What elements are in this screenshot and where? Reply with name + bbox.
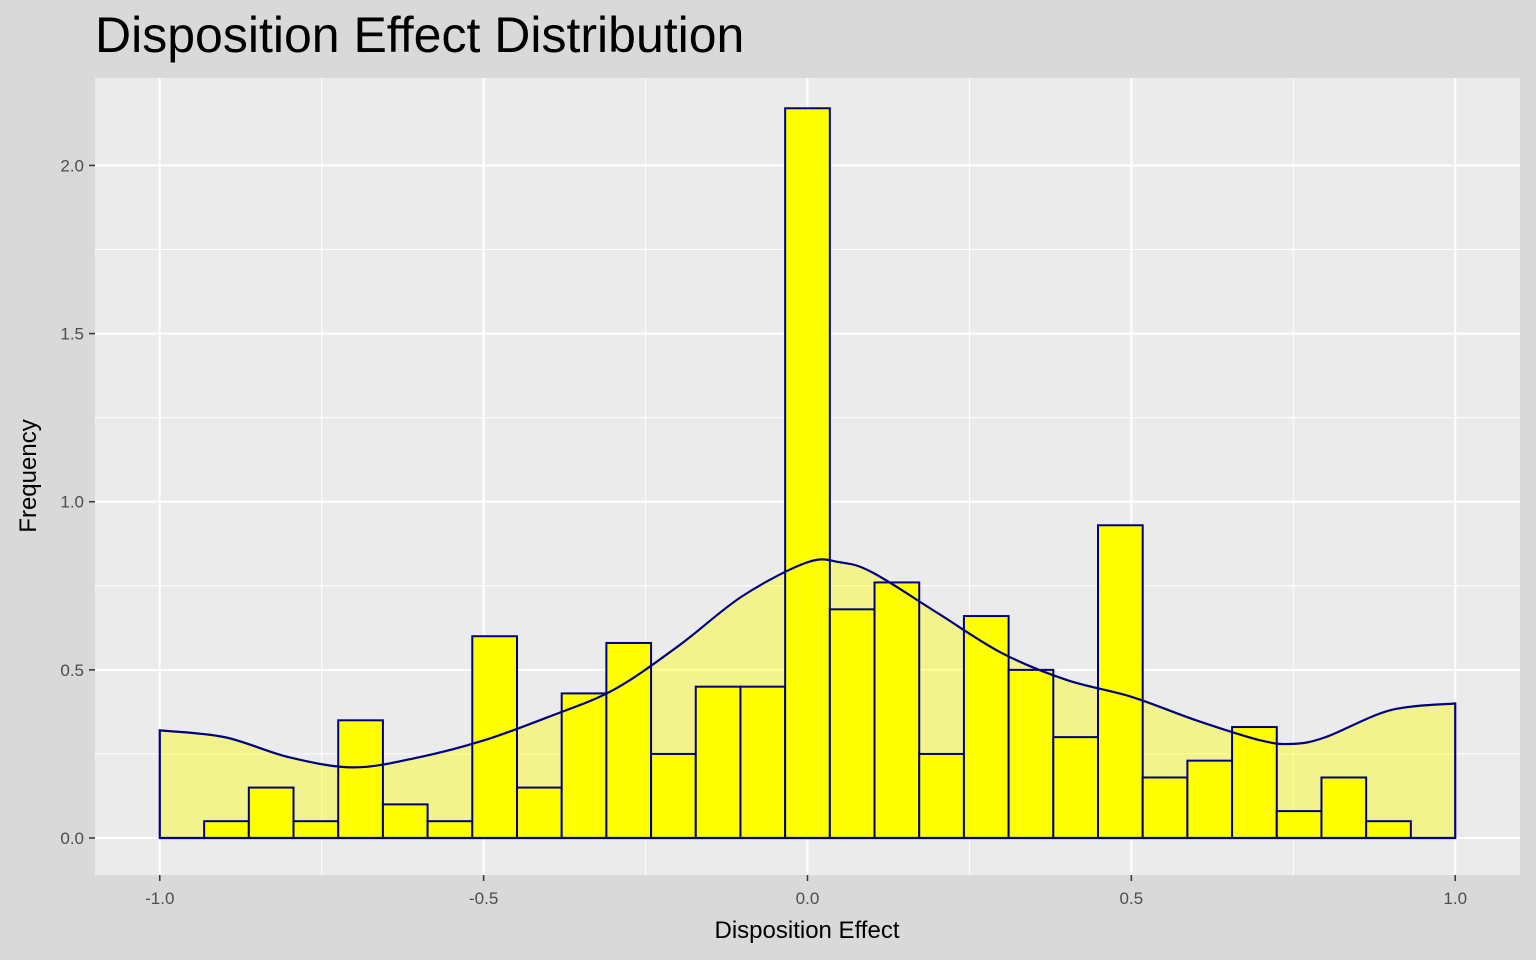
chart-title: Disposition Effect Distribution bbox=[95, 7, 745, 63]
histogram-bar bbox=[1052, 736, 1100, 840]
histogram-bar bbox=[873, 581, 921, 840]
histogram-bar bbox=[962, 615, 1010, 840]
histogram-bar bbox=[694, 685, 742, 840]
x-tick-label: 0.5 bbox=[1120, 889, 1144, 908]
y-tick-label: 1.5 bbox=[60, 325, 84, 344]
histogram-bars bbox=[203, 107, 1412, 840]
histogram-bar bbox=[426, 820, 474, 840]
y-tick-label: 0.5 bbox=[60, 661, 84, 680]
histogram-bar bbox=[203, 820, 250, 840]
histogram-bar bbox=[1365, 820, 1412, 840]
histogram-bar bbox=[1275, 810, 1323, 840]
x-axis-title: Disposition Effect bbox=[715, 917, 900, 944]
histogram-bar bbox=[605, 641, 653, 840]
histogram-bar bbox=[1231, 726, 1278, 840]
density-line bbox=[158, 558, 1457, 840]
y-tick-label: 2.0 bbox=[60, 156, 84, 175]
histogram-bar bbox=[1320, 776, 1368, 840]
histogram-bar bbox=[1186, 759, 1234, 840]
y-axis-ticks: 0.0 0.5 1.0 1.5 2.0 bbox=[60, 156, 95, 848]
histogram-bar bbox=[918, 752, 965, 840]
histogram-bar bbox=[739, 685, 787, 840]
y-tick-label: 1.0 bbox=[60, 493, 84, 512]
histogram-bar bbox=[1007, 668, 1055, 840]
y-tick-label: 0.0 bbox=[60, 829, 84, 848]
histogram-bar bbox=[515, 786, 563, 840]
histogram-bar bbox=[1141, 776, 1189, 840]
y-axis-title: Frequency bbox=[15, 419, 42, 532]
histogram-bar bbox=[784, 107, 831, 840]
histogram-bar bbox=[1097, 524, 1144, 840]
x-tick-label: 0.0 bbox=[796, 889, 820, 908]
x-tick-label: -0.5 bbox=[469, 889, 498, 908]
histogram-bar bbox=[560, 692, 608, 840]
histogram-bar bbox=[337, 719, 384, 840]
histogram-bar bbox=[292, 820, 340, 840]
histogram-bar bbox=[828, 608, 876, 840]
x-axis-ticks: -1.0 -0.5 0.0 0.5 1.0 bbox=[145, 875, 1467, 908]
x-tick-label: -1.0 bbox=[145, 889, 174, 908]
histogram-bar bbox=[381, 803, 429, 840]
x-tick-label: 1.0 bbox=[1443, 889, 1467, 908]
histogram-bar bbox=[247, 786, 295, 840]
histogram-bar bbox=[650, 752, 697, 840]
